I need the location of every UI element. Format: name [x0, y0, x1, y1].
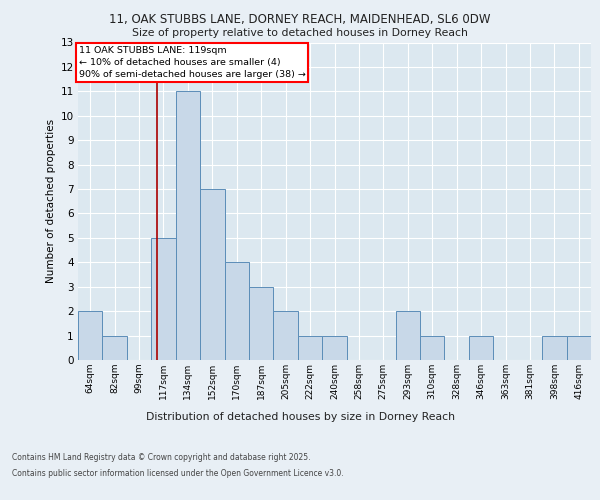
Bar — [420, 336, 445, 360]
Bar — [566, 336, 591, 360]
Text: Distribution of detached houses by size in Dorney Reach: Distribution of detached houses by size … — [146, 412, 455, 422]
Text: 11 OAK STUBBS LANE: 119sqm
← 10% of detached houses are smaller (4)
90% of semi-: 11 OAK STUBBS LANE: 119sqm ← 10% of deta… — [79, 46, 305, 79]
Bar — [176, 92, 200, 360]
Text: Size of property relative to detached houses in Dorney Reach: Size of property relative to detached ho… — [132, 28, 468, 38]
Bar — [224, 262, 249, 360]
Bar — [78, 311, 103, 360]
Bar — [249, 286, 274, 360]
Bar — [274, 311, 298, 360]
Y-axis label: Number of detached properties: Number of detached properties — [46, 119, 56, 284]
Text: 11, OAK STUBBS LANE, DORNEY REACH, MAIDENHEAD, SL6 0DW: 11, OAK STUBBS LANE, DORNEY REACH, MAIDE… — [109, 12, 491, 26]
Bar — [469, 336, 493, 360]
Bar — [322, 336, 347, 360]
Text: Contains HM Land Registry data © Crown copyright and database right 2025.: Contains HM Land Registry data © Crown c… — [12, 454, 311, 462]
Bar — [542, 336, 566, 360]
Bar — [103, 336, 127, 360]
Bar — [395, 311, 420, 360]
Bar — [151, 238, 176, 360]
Text: Contains public sector information licensed under the Open Government Licence v3: Contains public sector information licen… — [12, 468, 344, 477]
Bar — [298, 336, 322, 360]
Bar — [200, 189, 224, 360]
